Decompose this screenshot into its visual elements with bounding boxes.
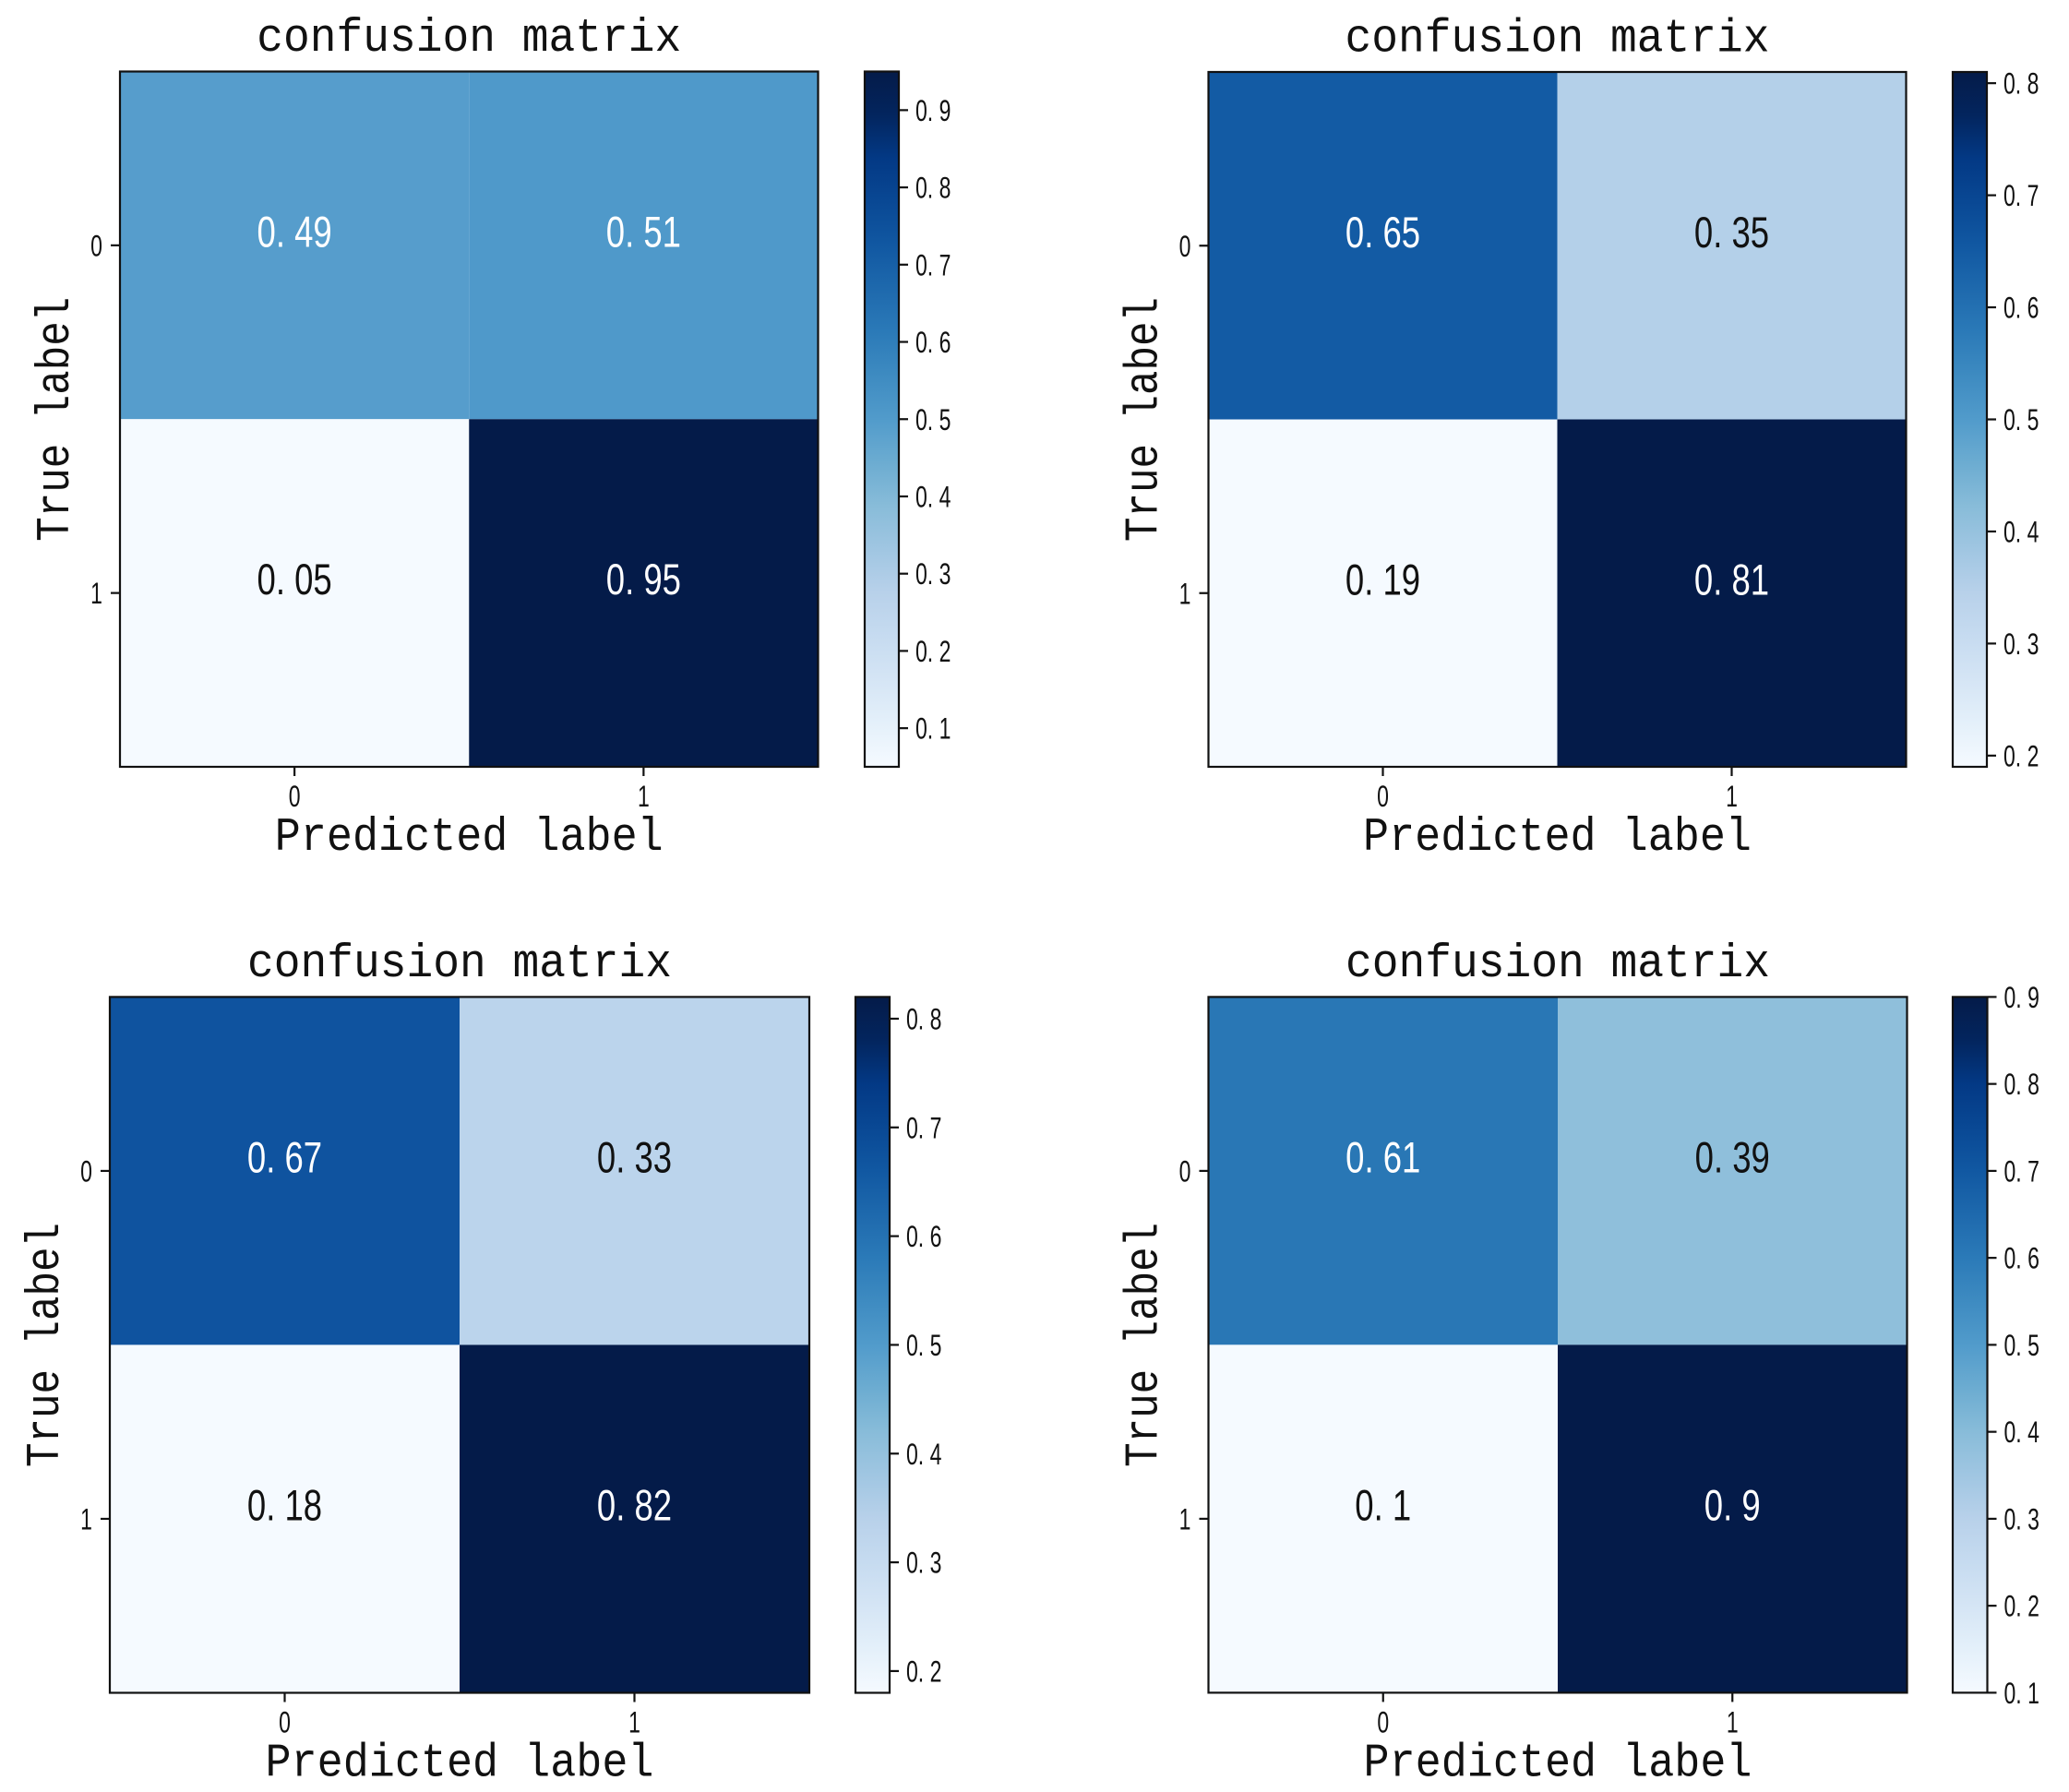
- svg-text:0. 81: 0. 81: [1694, 556, 1769, 603]
- svg-text:0: 0: [289, 780, 301, 813]
- svg-text:True label: True label: [1119, 1223, 1172, 1467]
- svg-text:0. 1: 0. 1: [2004, 1677, 2039, 1710]
- svg-text:confusion matrix: confusion matrix: [257, 13, 681, 66]
- svg-text:0. 6: 0. 6: [906, 1220, 941, 1253]
- svg-text:1: 1: [628, 1706, 640, 1739]
- svg-text:Predicted label: Predicted label: [1364, 1738, 1752, 1790]
- svg-text:0. 3: 0. 3: [906, 1547, 941, 1580]
- svg-text:0. 9: 0. 9: [2004, 981, 2039, 1014]
- svg-text:Predicted label: Predicted label: [275, 812, 664, 865]
- svg-text:0. 5: 0. 5: [2004, 1329, 2039, 1362]
- svg-text:0. 2: 0. 2: [915, 635, 951, 668]
- svg-text:0. 65: 0. 65: [1345, 208, 1420, 256]
- svg-text:0: 0: [1377, 1706, 1389, 1739]
- svg-text:0. 7: 0. 7: [906, 1112, 941, 1145]
- svg-text:0: 0: [1179, 230, 1191, 263]
- svg-text:0. 2: 0. 2: [2004, 1590, 2039, 1623]
- svg-text:0. 82: 0. 82: [597, 1481, 672, 1529]
- svg-text:0. 9: 0. 9: [915, 94, 951, 127]
- svg-text:0. 67: 0. 67: [247, 1133, 322, 1181]
- svg-text:0. 3: 0. 3: [2004, 1503, 2039, 1536]
- svg-text:0. 5: 0. 5: [2003, 403, 2039, 436]
- svg-text:0. 5: 0. 5: [906, 1329, 941, 1362]
- svg-text:0: 0: [1377, 780, 1389, 813]
- svg-text:0. 19: 0. 19: [1345, 556, 1420, 603]
- svg-text:1: 1: [1179, 1503, 1191, 1536]
- svg-text:0. 8: 0. 8: [906, 1003, 941, 1036]
- svg-text:0. 6: 0. 6: [2004, 1242, 2039, 1275]
- svg-text:0. 51: 0. 51: [606, 208, 681, 256]
- svg-text:0. 4: 0. 4: [906, 1438, 941, 1471]
- svg-text:0. 3: 0. 3: [915, 558, 951, 591]
- svg-text:1: 1: [638, 780, 650, 813]
- svg-text:0. 61: 0. 61: [1345, 1133, 1420, 1181]
- svg-text:1: 1: [80, 1503, 92, 1536]
- svg-text:Predicted label: Predicted label: [266, 1738, 654, 1791]
- svg-text:0. 7: 0. 7: [2004, 1155, 2039, 1189]
- svg-text:Predicted label: Predicted label: [1363, 812, 1752, 865]
- svg-text:True label: True label: [30, 297, 83, 542]
- svg-text:0. 7: 0. 7: [915, 249, 951, 282]
- svg-text:True label: True label: [1119, 297, 1172, 542]
- svg-text:0. 2: 0. 2: [2003, 740, 2039, 773]
- svg-text:0. 8: 0. 8: [2004, 1068, 2039, 1101]
- svg-text:0: 0: [80, 1155, 92, 1189]
- svg-text:0. 2: 0. 2: [906, 1655, 941, 1689]
- svg-text:0. 1: 0. 1: [915, 712, 951, 746]
- svg-text:0. 9: 0. 9: [1704, 1481, 1761, 1529]
- svg-text:0. 5: 0. 5: [915, 403, 951, 436]
- svg-text:1: 1: [1179, 578, 1191, 611]
- svg-text:0. 33: 0. 33: [597, 1133, 672, 1181]
- svg-text:0. 95: 0. 95: [606, 556, 681, 603]
- svg-text:0. 35: 0. 35: [1694, 208, 1769, 256]
- svg-text:0. 6: 0. 6: [915, 326, 951, 359]
- svg-text:0. 4: 0. 4: [915, 481, 951, 514]
- svg-text:0. 8: 0. 8: [915, 172, 951, 205]
- svg-text:confusion matrix: confusion matrix: [1345, 938, 1770, 991]
- svg-text:0: 0: [279, 1706, 291, 1739]
- svg-text:1: 1: [1726, 780, 1738, 813]
- svg-text:confusion matrix: confusion matrix: [247, 938, 672, 991]
- svg-text:1: 1: [90, 577, 102, 610]
- svg-text:1: 1: [1727, 1706, 1739, 1739]
- svg-text:0. 3: 0. 3: [2003, 627, 2039, 661]
- svg-text:0. 6: 0. 6: [2003, 292, 2039, 325]
- svg-text:0. 39: 0. 39: [1695, 1133, 1770, 1181]
- svg-text:0. 18: 0. 18: [247, 1481, 322, 1529]
- svg-text:0. 4: 0. 4: [2003, 516, 2039, 549]
- svg-text:confusion matrix: confusion matrix: [1345, 14, 1770, 66]
- svg-text:0: 0: [90, 230, 102, 263]
- svg-text:True label: True label: [20, 1223, 73, 1467]
- svg-text:0. 49: 0. 49: [257, 208, 332, 256]
- svg-text:0. 4: 0. 4: [2004, 1416, 2039, 1449]
- svg-text:0: 0: [1179, 1155, 1191, 1189]
- svg-text:0. 8: 0. 8: [2003, 67, 2039, 101]
- svg-text:0. 05: 0. 05: [257, 556, 332, 603]
- svg-text:0. 7: 0. 7: [2003, 179, 2039, 212]
- svg-text:0. 1: 0. 1: [1355, 1481, 1411, 1529]
